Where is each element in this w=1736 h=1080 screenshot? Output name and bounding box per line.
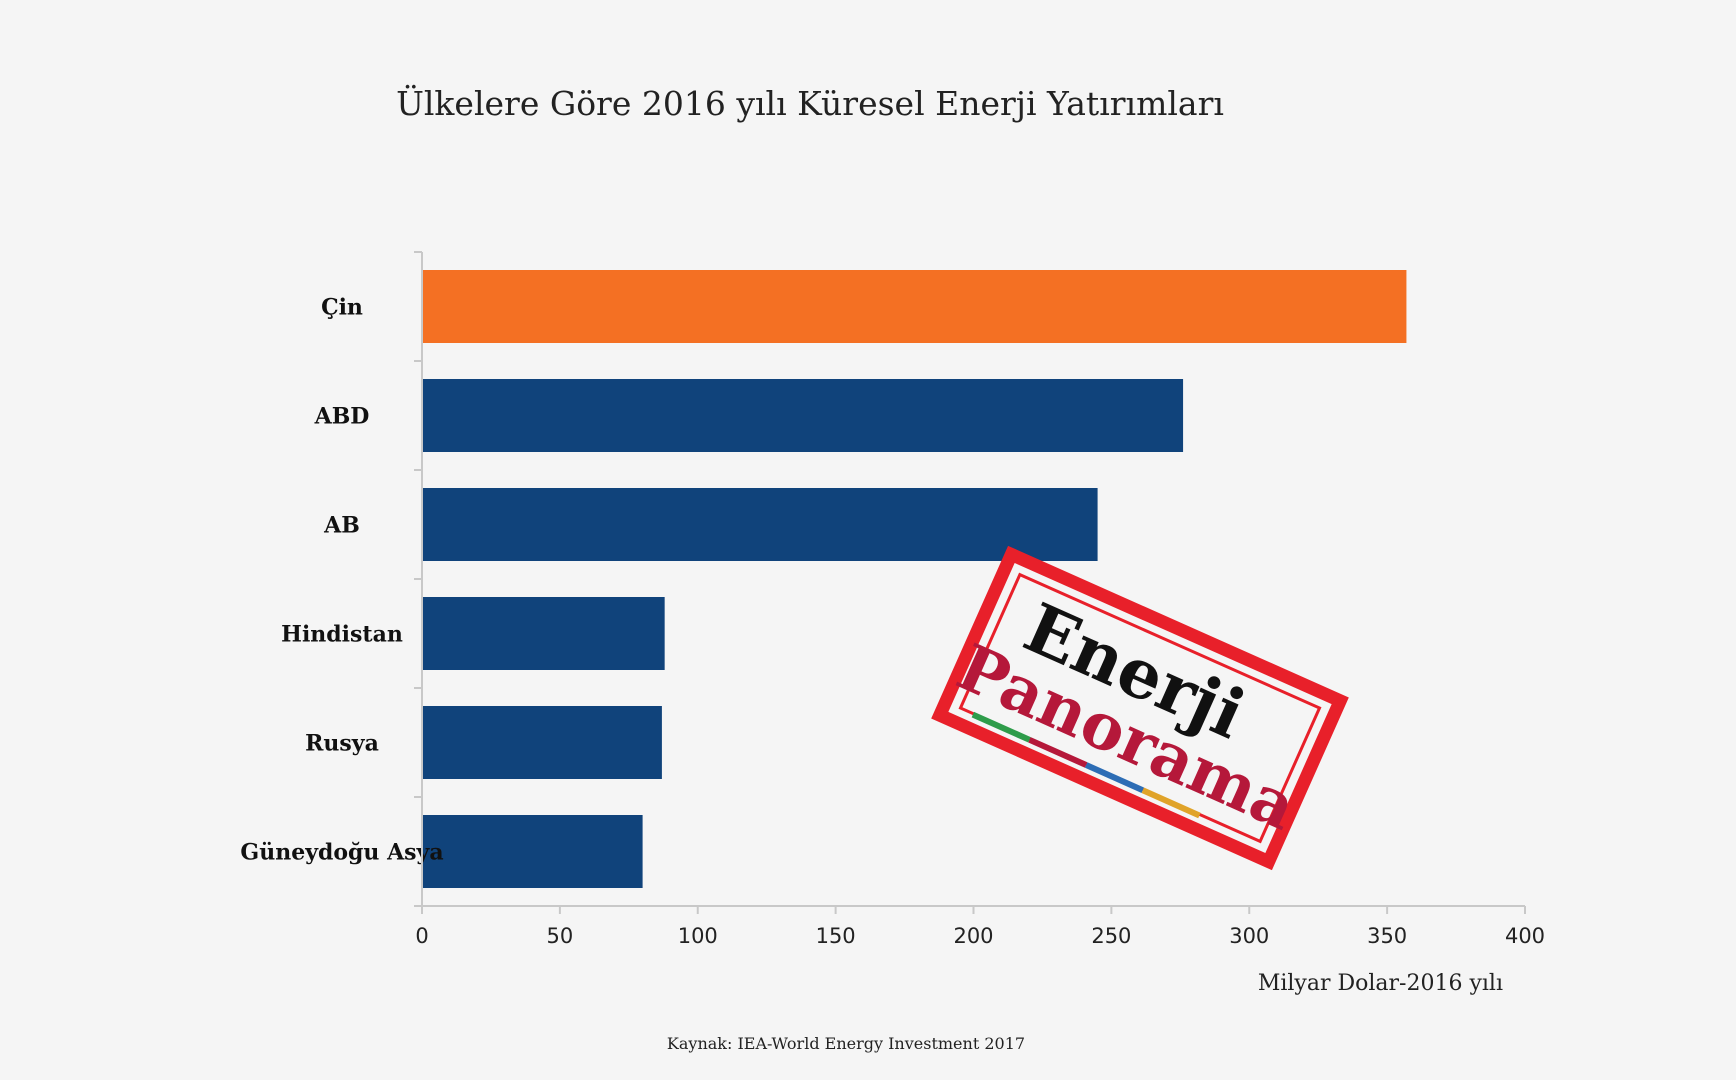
stamp-border-outer: [931, 545, 1349, 871]
stamp-color-stripes: [971, 711, 1201, 819]
bar-0: [422, 270, 1407, 343]
category-label-0: Çin: [321, 295, 363, 321]
x-tick-label-6: 300: [1229, 924, 1269, 948]
x-axis-label: Milyar Dolar-2016 yılı: [1258, 971, 1503, 996]
bar-2: [422, 488, 1098, 561]
bars-layer: [422, 270, 1407, 888]
stamp-stripe-2: [1084, 762, 1145, 793]
x-tick-label-2: 100: [678, 924, 718, 948]
x-tick-label-1: 50: [547, 924, 574, 948]
x-tick-label-3: 150: [816, 924, 856, 948]
x-tick-label-4: 200: [953, 924, 993, 948]
category-label-2: AB: [323, 513, 360, 539]
stamp-stripe-0: [971, 711, 1031, 743]
category-label-5: Güneydoğu Asya: [240, 840, 443, 866]
category-label-1: ABD: [314, 404, 370, 430]
stamp-stripe-3: [1141, 787, 1201, 819]
bar-3: [422, 597, 665, 670]
category-label-3: Hindistan: [281, 622, 403, 648]
watermark-stamp: Enerji Panorama: [931, 545, 1349, 871]
x-tick-label-8: 400: [1505, 924, 1545, 948]
source-note: Kaynak: IEA-World Energy Investment 2017: [667, 1034, 1025, 1053]
bar-4: [422, 706, 662, 779]
x-tick-label-5: 250: [1091, 924, 1131, 948]
stamp-stripe-1: [1028, 737, 1088, 768]
chart-title: Ülkelere Göre 2016 yılı Küresel Enerji Y…: [396, 83, 1224, 123]
x-tick-label-7: 350: [1367, 924, 1407, 948]
axes-layer: Çin ABD AB Hindistan Rusya Güneydoğu Asya 0 50 1…: [240, 251, 1545, 948]
x-tick-label-0: 0: [415, 924, 428, 948]
bar-5: [422, 815, 643, 888]
bar-1: [422, 379, 1184, 452]
category-label-4: Rusya: [305, 731, 379, 757]
